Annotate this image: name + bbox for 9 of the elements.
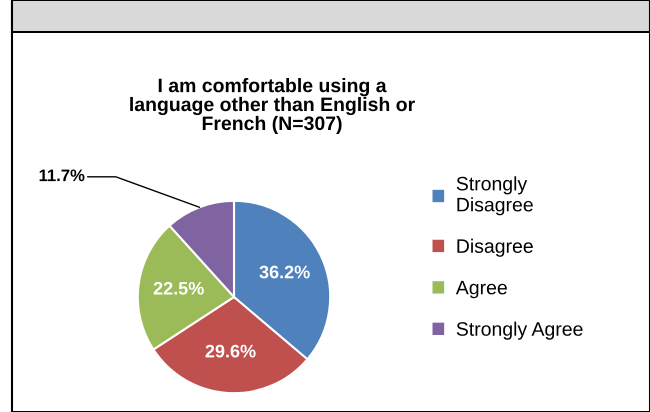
data-label: 36.2% [259, 266, 310, 278]
legend-label: Disagree [457, 238, 533, 257]
data-label: 11.7% [40, 169, 84, 182]
data-label: 22.5% [154, 282, 204, 295]
chart-title: I am comfortable using a language other than English or French (N=307) [130, 78, 415, 134]
legend-label: Strongly Disagree [456, 176, 533, 216]
legend-label: Agree [456, 280, 507, 298]
data-label: 29.6% [206, 344, 256, 358]
legend-label: Strongly Agree [456, 322, 583, 340]
